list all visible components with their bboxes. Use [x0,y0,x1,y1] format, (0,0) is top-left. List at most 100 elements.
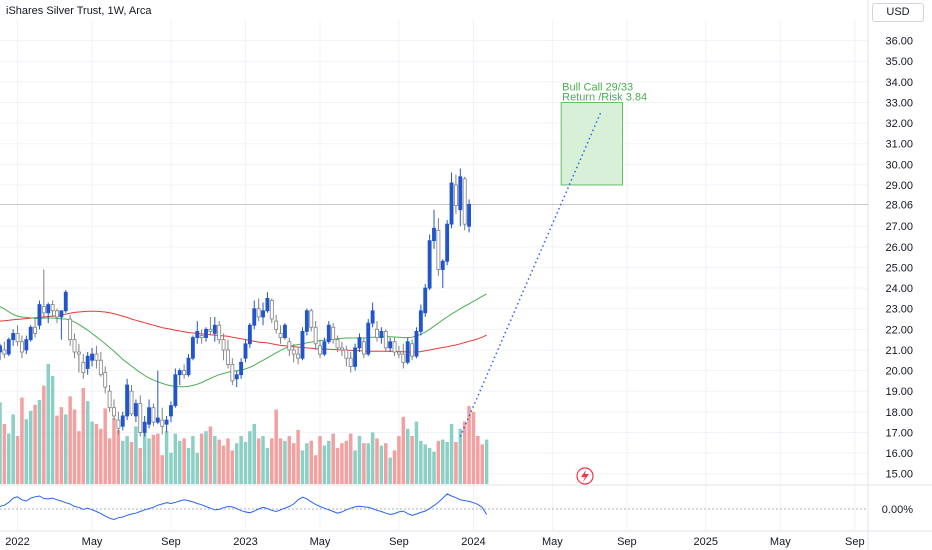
candle [50,300,55,317]
price-tick-label: 34.00 [885,77,913,89]
candle-body [445,223,450,262]
candle-body [453,184,458,207]
candle [160,407,165,435]
candle-body [72,339,77,353]
candle-body [383,330,388,349]
candle-body [90,353,94,361]
candle-body [155,417,160,423]
volume-bar [278,438,283,484]
price-tick-label: 35.00 [885,56,913,68]
candle [120,411,125,431]
candle-body [361,341,366,355]
volume-bar [287,436,292,484]
time-axis[interactable]: 2022 May Sep 2023 May Sep 2024 May Sep 2025 May Sep [5,536,864,548]
candle [432,209,436,249]
candle [326,321,331,344]
candle [458,168,463,227]
volume-bar [283,440,287,484]
candle-body [304,310,309,332]
candle-body [423,287,428,314]
candle-body [190,337,195,359]
candle-body [366,322,371,355]
candle [344,345,349,367]
candle [261,302,265,326]
volume-bar [462,421,467,484]
volume-bar [213,436,217,484]
candle [204,327,208,342]
volume-bar [59,407,64,484]
volume-bar [7,433,11,484]
volume-bar [335,448,340,484]
volume-bar [103,408,107,484]
candle [331,323,336,344]
volume-bar [208,426,213,484]
candle-body [309,310,314,328]
volume-bar [186,448,191,484]
volume-bar [270,438,274,484]
candle-body [462,178,467,225]
target-zone-rect[interactable] [560,102,623,186]
candle [98,352,103,377]
volume-bar [46,364,50,484]
candle [85,352,90,375]
volume-bar [375,438,379,484]
volume-bar [77,431,81,484]
candle-body [467,203,472,227]
volume-bar [318,436,322,484]
candle [107,385,112,412]
price-tick-label: 36.00 [885,36,913,48]
bull-call-target-box[interactable]: Bull Call 29/33 Return /Risk 3.84 [560,81,647,186]
candle-body [296,353,301,359]
candle-body [76,351,81,355]
candle [366,319,371,357]
candle-body [335,339,340,349]
candle-body [94,353,99,361]
volume-bar [423,444,427,484]
currency-button[interactable]: USD [872,3,924,22]
candle-body [81,361,86,374]
price-axis[interactable]: 36.00 35.00 34.00 33.00 32.00 31.00 30.00 29.00… [870,36,918,516]
volume-bar [419,440,423,484]
candle-body [33,326,38,334]
candle-body [340,347,344,351]
time-tick-label: 2023 [233,536,257,548]
volume-bar [327,440,331,484]
candle [182,364,187,379]
candle [322,337,327,357]
volume-bar [177,440,182,484]
candle-body [195,330,200,338]
volume-bar [94,424,99,484]
candle-body [103,372,108,388]
candle [449,172,454,229]
candle [304,308,309,336]
candle-body [59,310,64,318]
volume-bar [129,442,134,484]
candle [221,333,226,361]
volume-bar [42,385,46,484]
volume-bar [331,433,335,484]
candle-body [449,182,454,225]
volume-bar [160,455,164,484]
price-tick-label: 27.00 [885,221,913,233]
projection-trendline[interactable] [459,112,602,437]
candle [445,220,450,266]
candle-body [85,355,90,369]
volume-bar [449,424,454,484]
candle [274,314,279,334]
candle [440,259,445,289]
candle-body [256,308,261,318]
candle [340,341,344,357]
candle-body [418,310,423,332]
volume-bar [116,430,121,484]
candle [68,314,73,346]
price-tick-label: 20.00 [885,366,913,378]
flash-icon[interactable] [576,467,594,485]
candle-body [151,407,156,423]
candle [234,370,239,388]
volume-bar [414,421,419,484]
candle-body [318,345,322,355]
volume-bar [322,445,327,484]
volume-bar [388,457,392,484]
candle-body [230,363,235,382]
